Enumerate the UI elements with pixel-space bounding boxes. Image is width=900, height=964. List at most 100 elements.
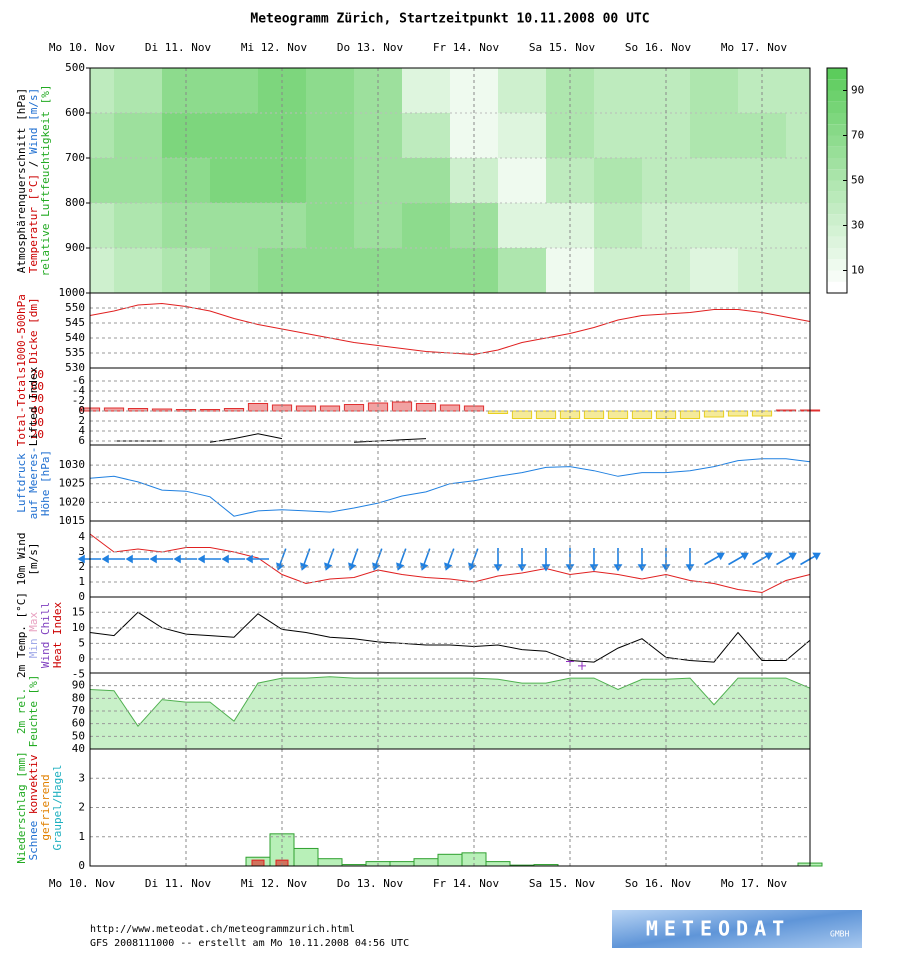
colorbar-step <box>827 101 847 113</box>
y-tick-label: 40 <box>72 742 85 755</box>
precip-bar <box>413 858 439 867</box>
humidity-cell <box>690 158 738 203</box>
y-tick-label: -4 <box>72 384 86 397</box>
x-tick-label: Fr 14. Nov <box>433 41 500 54</box>
y-axis-label-part: Heat Index <box>51 602 64 669</box>
logo-box <box>612 910 862 948</box>
y-axis-label-part: Lifted Index <box>27 366 40 446</box>
humidity-cell <box>306 203 354 248</box>
y-axis-label-part: Graupel/Hagel <box>51 764 64 850</box>
y-axis-label: Atmosphärenquerschnitt [hPa] <box>15 88 28 273</box>
humidity-cell <box>90 158 114 203</box>
lifted-index-bar <box>415 403 437 412</box>
wind-arrow <box>704 552 725 566</box>
humidity-cell <box>498 158 546 203</box>
humidity-cell <box>210 68 258 113</box>
precip-bar <box>389 861 415 867</box>
y-tick-label: 535 <box>65 346 85 359</box>
y-tick-label: 1000 <box>59 286 86 299</box>
humidity-cell <box>402 68 450 113</box>
x-tick-label: Di 11. Nov <box>145 41 212 54</box>
x-tick-label: Sa 15. Nov <box>529 877 596 890</box>
humidity-cell <box>306 113 354 158</box>
humidity-cell <box>114 248 162 293</box>
y-axis-label-part: Wind [m/s] <box>27 88 40 154</box>
colorbar-step <box>827 158 847 170</box>
humidity-cell <box>594 68 642 113</box>
y-tick-label: 800 <box>65 196 85 209</box>
x-tick-label: Mo 10. Nov <box>49 877 116 890</box>
y-axis-label: Feuchte [%] <box>27 675 40 748</box>
humidity-cell <box>306 68 354 113</box>
y-tick-label: 3 <box>78 545 85 558</box>
y-axis-label: Schnee konvektiv <box>27 754 40 860</box>
y-axis-label-part: konvektiv <box>27 754 40 814</box>
precip-bar <box>437 853 463 867</box>
colorbar-step <box>827 270 847 282</box>
panel-frame <box>89 748 811 867</box>
humidity-cell <box>114 203 162 248</box>
y-tick-label: 500 <box>65 61 85 74</box>
logo-sub: GMBH <box>830 930 849 939</box>
colorbar-step <box>827 259 847 271</box>
x-tick-label: So 16. Nov <box>625 41 692 54</box>
colorbar-step <box>827 169 847 181</box>
lifted-index-bar <box>511 410 533 419</box>
humidity-cell <box>594 248 642 293</box>
colorbar-tick-label: 10 <box>851 264 864 277</box>
y-tick-label: 550 <box>65 301 85 314</box>
logo: METEODAT <box>646 917 790 941</box>
y-tick-label: 530 <box>65 361 85 374</box>
humidity-cell <box>90 113 114 158</box>
y-axis-label-part: / <box>27 154 40 174</box>
y-tick-label: 6 <box>78 434 85 447</box>
y-tick-label: 10 <box>72 621 85 634</box>
y-axis-label: 2m rel. <box>15 688 28 734</box>
x-tick-label: Mi 12. Nov <box>241 41 308 54</box>
x-tick-label: Di 11. Nov <box>145 877 212 890</box>
y-tick-label: 545 <box>65 316 85 329</box>
panel-background <box>90 445 810 521</box>
y-tick-label: 1 <box>78 830 85 843</box>
colorbar-step <box>827 124 847 136</box>
y-tick-label: 1025 <box>59 477 86 490</box>
x-tick-label: Do 13. Nov <box>337 877 404 890</box>
y-tick-label: 3 <box>78 771 85 784</box>
humidity-cell <box>90 68 114 113</box>
colorbar-step <box>827 180 847 192</box>
y-tick-label: 90 <box>72 679 85 692</box>
humidity-cell <box>306 158 354 203</box>
y-axis-label-part: Dicke [dm] <box>27 297 40 363</box>
y-axis-label-part: Min <box>27 632 40 659</box>
y-tick-label: 60 <box>72 717 85 730</box>
humidity-cell <box>210 203 258 248</box>
y-tick-label: 70 <box>72 704 85 717</box>
wind-arrow <box>125 554 149 564</box>
y-tick-label: 900 <box>65 241 85 254</box>
y-axis-label-part: Niederschlag [mm] <box>15 751 28 864</box>
humidity-cell <box>114 158 162 203</box>
lifted-index-bar <box>439 404 461 412</box>
y-axis-label: 1000-500hPa <box>15 294 28 367</box>
y-axis-label-part: Höhe [hPa] <box>39 450 52 516</box>
colorbar-step <box>827 281 847 293</box>
y-tick-label: 1030 <box>59 458 86 471</box>
humidity-cell <box>690 248 738 293</box>
colorbar-step <box>827 113 847 125</box>
y-axis-label: Höhe [hPa] <box>39 450 52 516</box>
y-axis-label-part: 2m rel. <box>15 688 28 734</box>
colorbar-step <box>827 225 847 237</box>
x-tick-label: So 16. Nov <box>625 877 692 890</box>
y-axis-label-part: 1000-500hPa <box>15 294 28 367</box>
x-tick-label: Fr 14. Nov <box>433 877 500 890</box>
panel-background <box>90 293 810 368</box>
precip-bar <box>293 847 319 867</box>
humidity-cell <box>786 68 810 113</box>
y-axis-label-part: Feuchte [%] <box>27 675 40 748</box>
colorbar-step <box>827 68 847 80</box>
humidity-cell <box>402 248 450 293</box>
colorbar-step <box>827 191 847 203</box>
y-axis-label: Total-Totals <box>15 367 28 446</box>
y-tick-label: 700 <box>65 151 85 164</box>
